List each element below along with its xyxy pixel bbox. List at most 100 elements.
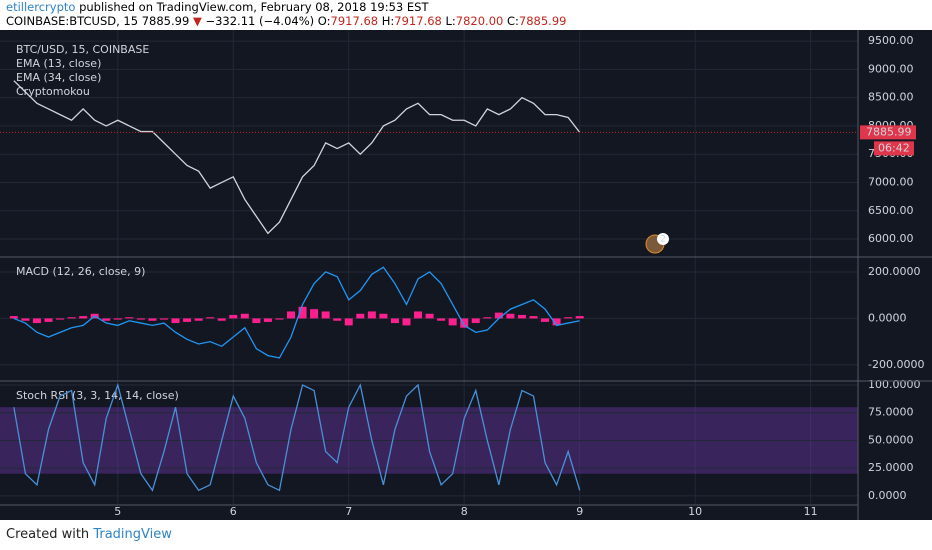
last: 7885.99 xyxy=(141,14,190,28)
histogram-bar xyxy=(125,317,134,319)
created: Created with xyxy=(6,527,90,542)
symbol: COINBASE:BTCUSD, 15 xyxy=(6,14,139,28)
histogram-bar xyxy=(517,314,526,319)
histogram-bar xyxy=(333,318,342,321)
y-tick-label: 7000.00 xyxy=(868,175,914,188)
histogram-bar xyxy=(310,309,319,319)
histogram-bar xyxy=(32,318,41,324)
histogram-bar xyxy=(56,318,65,320)
histogram-bar xyxy=(356,313,365,319)
x-tick-label: 6 xyxy=(230,505,237,518)
y-tick-label: 0.0000 xyxy=(868,489,907,502)
series-line xyxy=(13,80,581,235)
indicator-label: Cryptomokou xyxy=(16,85,90,98)
histogram-bar xyxy=(575,316,584,319)
histogram-bar xyxy=(148,318,157,321)
histogram-bar xyxy=(529,316,538,319)
pane-title: Stoch RSI (3, 3, 14, 14, close) xyxy=(16,389,179,402)
histogram-bar xyxy=(21,318,30,321)
histogram-bar xyxy=(564,317,573,319)
chart: 5678910116000.006500.007000.007500.00800… xyxy=(0,30,932,520)
h-label: H: xyxy=(381,14,395,28)
histogram-bar xyxy=(390,318,399,324)
y-tick-label: 75.0000 xyxy=(868,406,914,419)
header-line: etillercrypto published on TradingView.c… xyxy=(6,0,932,14)
histogram-bar xyxy=(321,311,330,319)
y-tick-label: 9000.00 xyxy=(868,62,914,75)
author[interactable]: etillercrypto xyxy=(6,0,76,14)
histogram-bar xyxy=(229,314,238,319)
histogram-bar xyxy=(448,318,457,326)
y-tick-label: 50.0000 xyxy=(868,433,914,446)
series-line xyxy=(13,266,580,359)
h: 7917.68 xyxy=(394,14,442,28)
pane-title: BTC/USD, 15, COINBASE xyxy=(16,43,149,56)
histogram-bar xyxy=(217,318,226,321)
histogram-bar xyxy=(414,311,423,319)
indicator-label: EMA (34, close) xyxy=(16,71,101,84)
countdown: 06:42 xyxy=(878,141,910,154)
x-tick-label: 9 xyxy=(576,505,583,518)
pane-title: MACD (12, 26, close, 9) xyxy=(16,265,145,278)
histogram-bar xyxy=(252,318,261,324)
event-count-bg xyxy=(657,233,669,245)
x-tick-label: 11 xyxy=(804,505,818,518)
histogram-bar xyxy=(460,318,469,328)
background xyxy=(0,30,932,520)
histogram-bar xyxy=(287,311,296,319)
histogram-bar xyxy=(79,316,88,319)
histogram-bar xyxy=(471,318,480,324)
histogram-bar xyxy=(102,318,111,321)
y-tick-label: -200.0000 xyxy=(868,358,924,371)
histogram-bar xyxy=(67,317,76,319)
indicator-label: EMA (13, close) xyxy=(16,57,101,70)
histogram-bar xyxy=(402,318,411,326)
x-tick-label: 10 xyxy=(688,505,702,518)
histogram-bar xyxy=(541,318,550,322)
histogram-bar xyxy=(344,318,353,326)
histogram-bar xyxy=(437,318,446,321)
price-box xyxy=(860,125,916,140)
x-tick-label: 5 xyxy=(114,505,121,518)
histogram-bar xyxy=(183,318,192,322)
header: etillercrypto published on TradingView.c… xyxy=(0,0,932,30)
histogram-bar xyxy=(552,318,561,326)
y-tick-label: 8500.00 xyxy=(868,91,914,104)
y-tick-label: 6000.00 xyxy=(868,232,914,245)
histogram-bar xyxy=(494,312,503,319)
histogram-bar xyxy=(425,313,434,319)
x-tick-label: 8 xyxy=(461,505,468,518)
y-tick-label: 200.0000 xyxy=(868,265,921,278)
footer: Created with TradingView xyxy=(0,520,932,550)
histogram-bar xyxy=(379,313,388,319)
header-line: COINBASE:BTCUSD, 15 7885.99 ▼ −332.11 (−… xyxy=(6,14,932,28)
histogram-bar xyxy=(9,316,18,319)
o: 7917.68 xyxy=(330,14,379,28)
histogram-bar xyxy=(171,318,180,324)
price-label: 7885.99 xyxy=(866,125,912,138)
c-label: C: xyxy=(507,14,519,28)
histogram-bar xyxy=(194,318,203,321)
histogram-bar xyxy=(206,317,215,319)
histogram-bar xyxy=(159,318,168,320)
published: published on TradingView.com, February 0… xyxy=(79,0,429,14)
brand[interactable]: TradingView xyxy=(93,527,172,542)
arrow: ▼ xyxy=(192,14,202,28)
histogram-bar xyxy=(506,313,515,319)
c: 7885.99 xyxy=(518,14,567,28)
histogram-bar xyxy=(483,317,492,319)
l-label: L: xyxy=(445,14,456,28)
histogram-bar xyxy=(263,318,272,322)
change: −332.11 (−4.04%) xyxy=(205,14,315,28)
histogram-bar xyxy=(136,318,145,320)
histogram-bar xyxy=(298,306,307,319)
o-label: O: xyxy=(317,14,331,28)
x-tick-label: 7 xyxy=(345,505,352,518)
y-tick-label: 6500.00 xyxy=(868,204,914,217)
histogram-bar xyxy=(44,318,53,322)
y-tick-label: 25.0000 xyxy=(868,461,914,474)
y-tick-label: 9500.00 xyxy=(868,34,914,47)
y-tick-label: 0.0000 xyxy=(868,311,907,324)
y-tick-label: 100.0000 xyxy=(868,378,921,391)
histogram-bar xyxy=(275,318,284,320)
